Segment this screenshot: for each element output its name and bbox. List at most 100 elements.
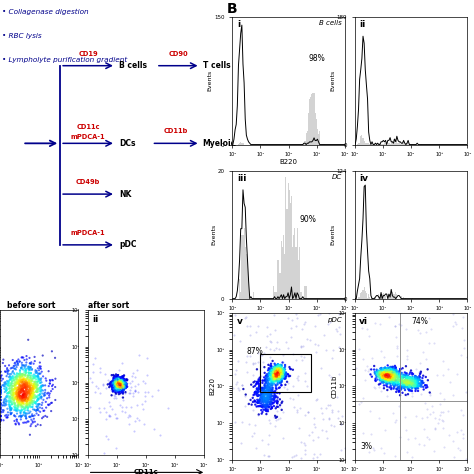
Point (19, 411, 27, 419)
Point (402, 379, 410, 387)
Point (118, 382, 126, 389)
Point (260, 393, 267, 401)
Point (29, 406, 37, 413)
Point (399, 381, 406, 389)
Point (265, 369, 273, 377)
Point (32, 400, 39, 408)
Point (271, 395, 278, 403)
Point (113, 378, 120, 385)
Point (21, 397, 29, 404)
Point (116, 383, 124, 390)
Point (397, 384, 405, 392)
Point (164, 404, 172, 411)
Point (404, 384, 412, 392)
Point (96, 369, 104, 376)
Point (388, 370, 395, 377)
Point (121, 377, 128, 384)
Point (266, 371, 274, 379)
Point (120, 386, 128, 393)
Point (258, 390, 265, 398)
Point (365, 332, 373, 339)
Point (18, 354, 26, 361)
Point (119, 385, 127, 392)
Point (16, 394, 24, 402)
Point (14, 395, 22, 403)
Point (260, 398, 268, 405)
Point (12, 379, 19, 386)
Point (14, 385, 21, 392)
Point (454, 444, 462, 451)
Point (14, 401, 22, 409)
Point (109, 379, 117, 387)
Point (278, 368, 285, 376)
Point (118, 384, 126, 392)
Point (263, 376, 271, 383)
Point (111, 383, 119, 390)
Point (22, 402, 30, 410)
Point (385, 376, 393, 383)
Point (400, 378, 408, 386)
Point (374, 370, 382, 378)
Point (272, 369, 280, 377)
Point (14, 400, 21, 407)
Point (270, 365, 277, 373)
Point (17, 383, 25, 391)
Point (384, 372, 392, 379)
Point (385, 371, 392, 379)
Point (15, 386, 23, 394)
Point (117, 377, 124, 384)
Point (4, 389, 12, 397)
Point (235, 384, 242, 392)
Point (270, 372, 277, 379)
Point (120, 382, 128, 389)
Point (9, 367, 17, 375)
Point (273, 367, 280, 375)
Point (244, 322, 251, 330)
Point (403, 382, 410, 390)
Point (122, 380, 130, 388)
Point (289, 395, 296, 402)
Point (273, 366, 280, 374)
Point (381, 368, 389, 376)
Point (251, 389, 258, 396)
Point (21, 390, 29, 398)
Point (396, 310, 404, 317)
Point (256, 397, 264, 405)
Point (356, 346, 363, 353)
Point (250, 429, 258, 437)
Text: CD19: CD19 (78, 51, 98, 57)
Point (116, 383, 123, 391)
Point (32, 399, 39, 407)
Point (22, 412, 30, 419)
Point (262, 387, 269, 394)
Point (112, 381, 120, 389)
Point (109, 381, 117, 388)
Point (237, 439, 245, 447)
Point (33, 410, 40, 417)
Bar (396, 140, 397, 145)
Point (392, 373, 400, 381)
Point (393, 367, 401, 374)
Point (385, 376, 392, 383)
Point (403, 381, 411, 389)
Point (36, 359, 44, 366)
Bar (306, 286, 307, 299)
Point (402, 373, 410, 381)
Point (259, 388, 267, 396)
Point (32, 393, 40, 401)
Point (25, 366, 33, 374)
Point (384, 370, 392, 378)
Bar (381, 294, 382, 299)
Point (126, 389, 133, 396)
Point (264, 386, 272, 393)
Point (19, 370, 27, 378)
Point (116, 379, 123, 386)
Point (376, 377, 384, 384)
Point (324, 401, 332, 409)
Bar (376, 143, 377, 145)
Point (271, 378, 279, 385)
Point (258, 392, 266, 400)
Point (274, 366, 282, 374)
Point (272, 369, 280, 377)
Point (12, 381, 19, 388)
